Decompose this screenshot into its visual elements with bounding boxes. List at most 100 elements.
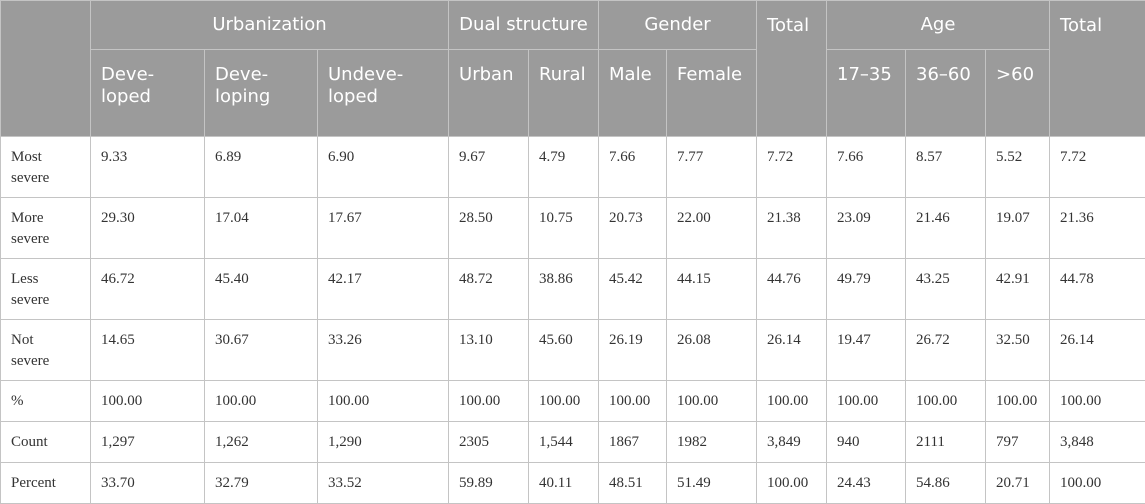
table-cell: 1867 [599, 422, 667, 463]
header-urbanization: Urbanization [91, 1, 449, 50]
table-cell: 100.00 [906, 381, 986, 422]
table-cell: 17.67 [318, 198, 449, 259]
table-cell: 46.72 [91, 259, 205, 320]
table-cell: 13.10 [449, 320, 529, 381]
table-cell: 940 [827, 422, 906, 463]
table-cell: 6.89 [205, 137, 318, 198]
header-developed: Deve-loped [91, 50, 205, 137]
table-cell: 10.75 [529, 198, 599, 259]
table-cell: 100.00 [529, 381, 599, 422]
table-cell: 45.60 [529, 320, 599, 381]
table-cell: 26.08 [667, 320, 757, 381]
header-undeveloped: Undeve-loped [318, 50, 449, 137]
table-cell: 26.14 [757, 320, 827, 381]
table-cell: 100.00 [757, 463, 827, 504]
row-label: Count [1, 422, 91, 463]
table-cell: 32.50 [986, 320, 1050, 381]
header-female: Female [667, 50, 757, 137]
table-cell: 7.72 [1050, 137, 1145, 198]
table-cell: 7.72 [757, 137, 827, 198]
table-cell: 42.17 [318, 259, 449, 320]
table-cell: 3,848 [1050, 422, 1145, 463]
table-cell: 22.00 [667, 198, 757, 259]
table-cell: 26.14 [1050, 320, 1145, 381]
header-total-2: Total [1050, 1, 1145, 137]
table-cell: 100.00 [205, 381, 318, 422]
table-cell: 20.73 [599, 198, 667, 259]
stub-header [1, 1, 91, 137]
table-cell: 1,262 [205, 422, 318, 463]
table-cell: 19.47 [827, 320, 906, 381]
table-cell: 45.40 [205, 259, 318, 320]
table-cell: 44.78 [1050, 259, 1145, 320]
table-cell: 28.50 [449, 198, 529, 259]
table-cell: 100.00 [449, 381, 529, 422]
table-cell: 29.30 [91, 198, 205, 259]
table-cell: 100.00 [986, 381, 1050, 422]
row-label: % [1, 381, 91, 422]
table-cell: 33.26 [318, 320, 449, 381]
table-cell: 100.00 [318, 381, 449, 422]
table-cell: 21.36 [1050, 198, 1145, 259]
table-cell: 1,290 [318, 422, 449, 463]
header-row-subgroups: Deve-loped Deve-loping Undeve-loped Urba… [1, 50, 1145, 137]
table-cell: 26.72 [906, 320, 986, 381]
table-cell: 1,544 [529, 422, 599, 463]
table-cell: 7.77 [667, 137, 757, 198]
table-cell: 59.89 [449, 463, 529, 504]
table-cell: 43.25 [906, 259, 986, 320]
table-cell: 49.79 [827, 259, 906, 320]
table-cell: 100.00 [667, 381, 757, 422]
table-cell: 20.71 [986, 463, 1050, 504]
header-row-groups: Urbanization Dual structure Gender Total… [1, 1, 1145, 50]
table-cell: 19.07 [986, 198, 1050, 259]
table-cell: 33.70 [91, 463, 205, 504]
header-total-1: Total [757, 1, 827, 137]
table-cell: 7.66 [827, 137, 906, 198]
table-cell: 30.67 [205, 320, 318, 381]
table-cell: 8.57 [906, 137, 986, 198]
header-dual-structure: Dual structure [449, 1, 599, 50]
table-cell: 21.46 [906, 198, 986, 259]
header-age-60-plus: >60 [986, 50, 1050, 137]
table-cell: 1,297 [91, 422, 205, 463]
table-cell: 32.79 [205, 463, 318, 504]
header-age-17-35: 17–35 [827, 50, 906, 137]
table-cell: 51.49 [667, 463, 757, 504]
table-cell: 45.42 [599, 259, 667, 320]
table-cell: 100.00 [91, 381, 205, 422]
table-cell: 33.52 [318, 463, 449, 504]
header-developing: Deve-loping [205, 50, 318, 137]
table-cell: 26.19 [599, 320, 667, 381]
table-cell: 54.86 [906, 463, 986, 504]
table-cell: 797 [986, 422, 1050, 463]
table-cell: 48.51 [599, 463, 667, 504]
table-cell: 24.43 [827, 463, 906, 504]
row-label: Percent [1, 463, 91, 504]
table-cell: 9.33 [91, 137, 205, 198]
header-gender: Gender [599, 1, 757, 50]
table-cell: 40.11 [529, 463, 599, 504]
table-cell: 2111 [906, 422, 986, 463]
table-cell: 3,849 [757, 422, 827, 463]
table-cell: 44.76 [757, 259, 827, 320]
header-rural: Rural [529, 50, 599, 137]
table-cell: 100.00 [1050, 463, 1145, 504]
header-age: Age [827, 1, 1050, 50]
table-cell: 100.00 [757, 381, 827, 422]
table-cell: 1982 [667, 422, 757, 463]
table-cell: 17.04 [205, 198, 318, 259]
table-cell: 6.90 [318, 137, 449, 198]
table-cell: 42.91 [986, 259, 1050, 320]
table-cell: 48.72 [449, 259, 529, 320]
